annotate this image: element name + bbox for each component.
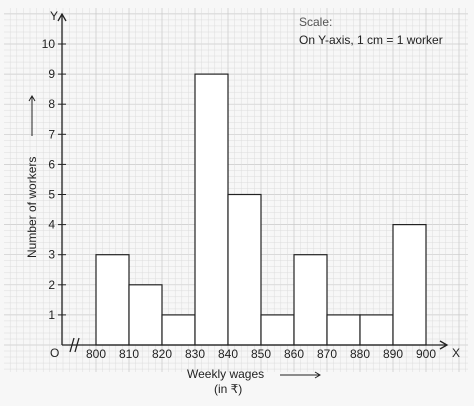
x-tick-labels: 800 810 820 830 840 850 860 870 880 890 900 [86, 347, 436, 361]
y-axis-title: Number of workers [25, 95, 39, 258]
y-tick-labels: 1 2 3 4 5 6 7 8 9 10 [42, 37, 66, 322]
histogram-bar [161, 314, 196, 346]
histogram-bar [227, 193, 262, 346]
x-axis-label-arrowhead-icon [314, 371, 321, 379]
y-tick-label: 4 [48, 218, 55, 232]
histogram-bar [95, 254, 130, 346]
x-axis-label-line2: (in ₹) [214, 382, 242, 396]
x-tick-label: 840 [218, 347, 238, 361]
x-axis-title: Weekly wages (in ₹) [187, 367, 321, 396]
x-axis-label-line1: Weekly wages [187, 367, 264, 381]
histogram-bar [359, 314, 394, 346]
histogram-bar [194, 73, 229, 346]
scale-title: Scale: [299, 15, 332, 29]
x-tick-label: 850 [251, 347, 271, 361]
x-tick-label: 830 [185, 347, 205, 361]
y-tick-label: 5 [48, 188, 55, 202]
y-axis-label: Number of workers [25, 157, 39, 258]
histogram-bar [260, 314, 295, 346]
y-tick-label: 1 [48, 308, 55, 322]
y-axis-letter: Y [50, 9, 58, 23]
y-axis-arrow-icon [57, 12, 67, 22]
histogram-bar [128, 284, 163, 346]
y-tick-label: 6 [48, 157, 55, 171]
x-axis-arrow-icon [439, 340, 449, 350]
scale-note: Scale: On Y-axis, 1 cm = 1 worker [299, 15, 443, 47]
y-tick-label: 9 [48, 67, 55, 81]
y-tick-label: 7 [48, 127, 55, 141]
x-tick-label: 860 [284, 347, 304, 361]
histogram-bar [326, 314, 361, 346]
x-tick-label: 810 [119, 347, 139, 361]
x-tick-label: 820 [152, 347, 172, 361]
y-axis-label-arrowhead-icon [28, 95, 36, 102]
x-tick-label: 880 [350, 347, 370, 361]
x-tick-label: 870 [317, 347, 337, 361]
y-tick-label: 3 [48, 248, 55, 262]
axis-break-icon [69, 337, 80, 353]
origin-label: O [50, 346, 59, 360]
histogram-bar [293, 254, 328, 346]
y-tick-label: 8 [48, 97, 55, 111]
x-tick-label: 800 [86, 347, 106, 361]
x-tick-label: 890 [383, 347, 403, 361]
x-axis-letter: X [452, 346, 460, 360]
y-tick-label: 10 [42, 37, 56, 51]
x-tick-label: 900 [416, 347, 436, 361]
histogram-bars [95, 73, 427, 346]
y-tick-label: 2 [48, 278, 55, 292]
histogram-bar [392, 224, 427, 346]
scale-text: On Y-axis, 1 cm = 1 worker [299, 33, 443, 47]
axes [57, 12, 449, 353]
